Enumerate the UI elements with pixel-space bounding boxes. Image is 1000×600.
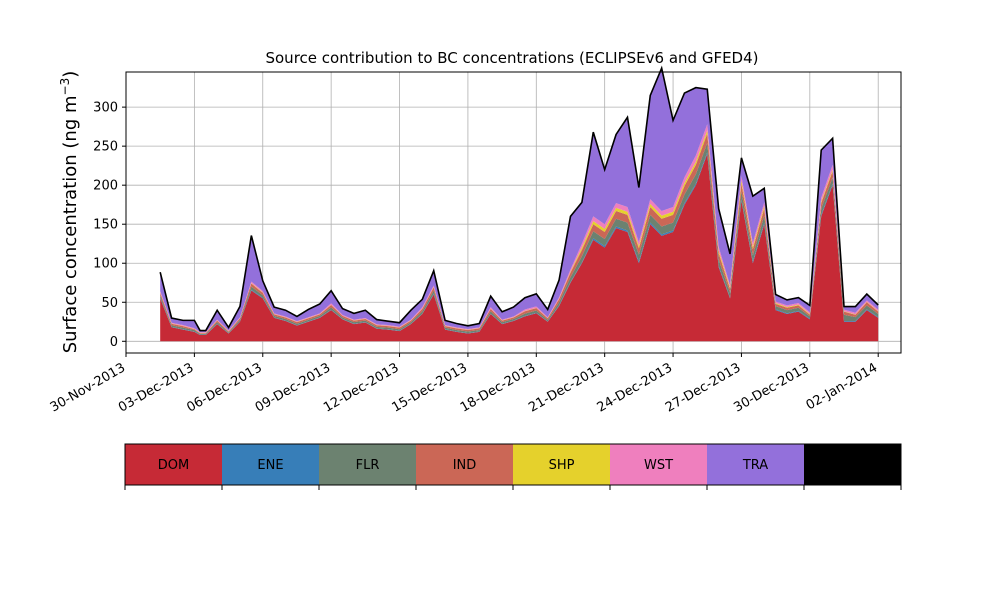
x-tick-label: 30-Dec-2013 [731, 360, 811, 415]
y-tick-label: 0 [110, 335, 118, 350]
y-axis-label: Surface concentration (ng m−3) [58, 71, 81, 354]
y-tick-label: 250 [93, 140, 118, 155]
area-dom [160, 153, 879, 342]
x-tick-label: 30-Nov-2013 [48, 360, 128, 415]
total-line [159, 65, 879, 332]
y-tick-label: 300 [93, 101, 118, 116]
legend-label: DOM [158, 458, 189, 473]
x-tick-label: 18-Dec-2013 [458, 360, 538, 415]
x-tick-label: 27-Dec-2013 [663, 360, 743, 415]
legend-label: BB [844, 458, 862, 473]
x-tick-label: 15-Dec-2013 [390, 360, 470, 415]
legend-swatch-ind [416, 444, 513, 485]
legend-swatch-ene [222, 444, 319, 485]
x-tick-label: 03-Dec-2013 [116, 360, 196, 415]
legend-label: WST [644, 458, 673, 473]
x-tick-label: 12-Dec-2013 [321, 360, 401, 415]
chart-title: Source contribution to BC concentrations… [265, 49, 758, 67]
total-concentration-line [159, 65, 879, 332]
x-tick-label: 24-Dec-2013 [595, 360, 675, 415]
legend-swatch-tra [707, 444, 804, 485]
y-tick-label: 100 [93, 257, 118, 272]
y-tick-label: 50 [101, 296, 118, 311]
legend-swatch-dom [125, 444, 222, 485]
y-axis-ticks: 0 50 100 150 200 250 300 [93, 101, 126, 350]
stacked-areas [160, 68, 879, 342]
legend-swatch-shp [513, 444, 610, 485]
y-tick-label: 200 [93, 179, 118, 194]
area-tra [160, 68, 879, 333]
legend-swatch-flr [319, 444, 416, 485]
area-flr [160, 143, 879, 335]
legend-label: FLR [356, 458, 380, 473]
area-ene [160, 152, 879, 336]
y-tick-label: 150 [93, 218, 118, 233]
y-axis-label-main: Surface concentration (ng m [60, 95, 81, 353]
legend-swatch-wst [610, 444, 707, 485]
legend-label: IND [453, 458, 477, 473]
legend-label: SHP [549, 458, 575, 473]
legend-label: TRA [742, 458, 768, 473]
x-tick-label: 21-Dec-2013 [526, 360, 606, 415]
x-tick-label: 02-Jan-2014 [804, 360, 881, 413]
legend-label: ENE [257, 458, 283, 473]
x-tick-label: 06-Dec-2013 [184, 360, 264, 415]
legend-swatch-bb [804, 444, 901, 485]
x-tick-label: 09-Dec-2013 [253, 360, 333, 415]
y-axis-label-close: ) [60, 71, 81, 78]
plot-frame [125, 71, 902, 354]
x-axis-ticks: 30-Nov-201303-Dec-201306-Dec-201309-Dec-… [48, 353, 880, 416]
y-axis-label-exponent: −3 [58, 78, 72, 96]
source-colorbar-legend: DOM ENE FLR IND SHP WST TRA BB [124, 443, 902, 490]
